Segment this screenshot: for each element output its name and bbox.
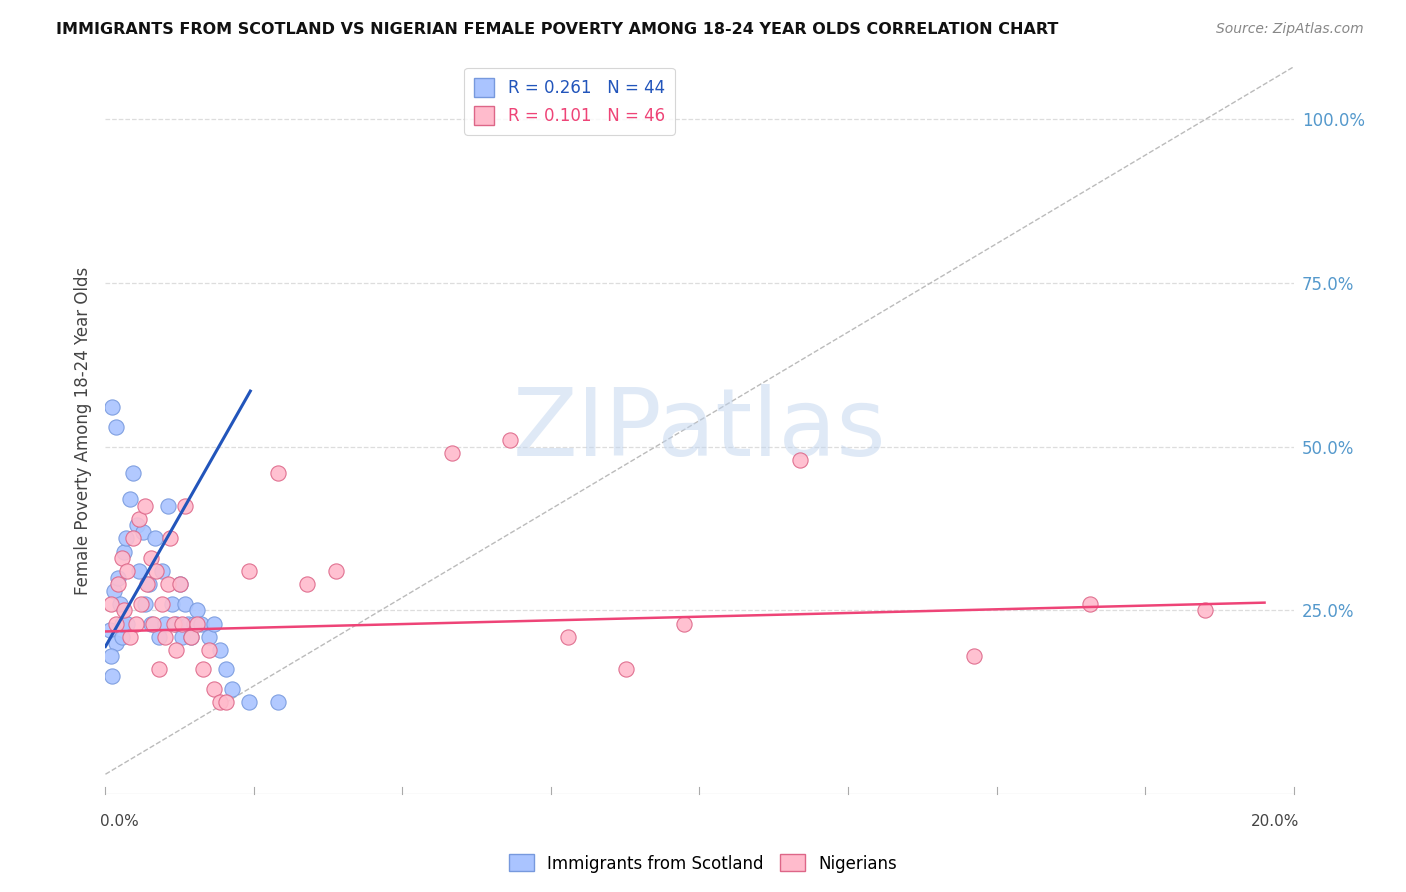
Point [104,616,127,631]
Point [165,616,187,631]
Point [118,492,141,507]
Point [614,662,637,676]
Point [174,597,197,611]
Point [163,616,186,631]
Point [160,597,183,611]
Point [186,603,208,617]
Point [169,577,191,591]
Point [148,662,170,676]
Point [131,597,153,611]
Point [132,524,155,539]
Point [98,623,121,637]
Point [139,616,162,631]
Y-axis label: Female Poverty Among 18-24 Year Olds: Female Poverty Among 18-24 Year Olds [73,267,91,594]
Point [112,544,135,558]
Point [215,695,238,709]
Point [325,564,347,578]
Point [197,642,219,657]
Point [170,630,193,644]
Point [177,616,200,631]
Point [1194,603,1216,617]
Point [221,682,243,697]
Point [197,630,219,644]
Point [153,616,176,631]
Point [440,446,463,460]
Point [134,499,156,513]
Point [104,636,127,650]
Point [122,466,145,480]
Point [153,630,176,644]
Text: 20.0%: 20.0% [1251,814,1299,829]
Point [122,532,145,546]
Point [557,630,579,644]
Point [138,577,160,591]
Point [180,630,202,644]
Text: ZIPatlas: ZIPatlas [513,384,886,476]
Point [136,577,159,591]
Point [157,499,180,513]
Legend: Immigrants from Scotland, Nigerians: Immigrants from Scotland, Nigerians [502,847,904,880]
Point [111,551,134,566]
Legend: R = 0.261   N = 44, R = 0.101   N = 46: R = 0.261 N = 44, R = 0.101 N = 46 [464,68,675,135]
Point [111,630,134,644]
Text: IMMIGRANTS FROM SCOTLAND VS NIGERIAN FEMALE POVERTY AMONG 18-24 YEAR OLDS CORREL: IMMIGRANTS FROM SCOTLAND VS NIGERIAN FEM… [56,22,1059,37]
Point [100,597,122,611]
Point [183,616,205,631]
Point [150,564,173,578]
Point [100,649,122,664]
Point [111,616,134,631]
Point [209,695,232,709]
Point [124,616,146,631]
Point [238,695,260,709]
Point [145,564,167,578]
Point [128,512,150,526]
Point [267,466,290,480]
Point [148,630,170,644]
Point [202,616,225,631]
Point [107,571,129,585]
Point [139,551,162,566]
Point [215,662,238,676]
Point [157,577,180,591]
Point [114,532,136,546]
Point [789,453,811,467]
Point [499,434,522,448]
Point [101,669,124,683]
Point [118,630,141,644]
Point [190,616,212,631]
Point [186,616,208,631]
Point [170,616,193,631]
Point [143,532,166,546]
Point [150,597,173,611]
Point [142,616,165,631]
Point [165,642,187,657]
Point [117,616,139,631]
Point [128,564,150,578]
Point [191,662,214,676]
Point [267,695,290,709]
Point [103,583,125,598]
Point [108,597,131,611]
Point [159,532,181,546]
Point [134,597,156,611]
Point [174,499,197,513]
Point [238,564,260,578]
Point [112,603,135,617]
Point [962,649,984,664]
Text: Source: ZipAtlas.com: Source: ZipAtlas.com [1216,22,1364,37]
Text: 0.0%: 0.0% [100,814,138,829]
Point [169,577,191,591]
Point [202,682,225,697]
Point [107,577,129,591]
Point [105,420,128,434]
Point [127,518,149,533]
Point [117,564,139,578]
Point [1078,597,1101,611]
Point [672,616,695,631]
Point [295,577,318,591]
Point [101,401,124,415]
Point [209,642,232,657]
Point [180,630,202,644]
